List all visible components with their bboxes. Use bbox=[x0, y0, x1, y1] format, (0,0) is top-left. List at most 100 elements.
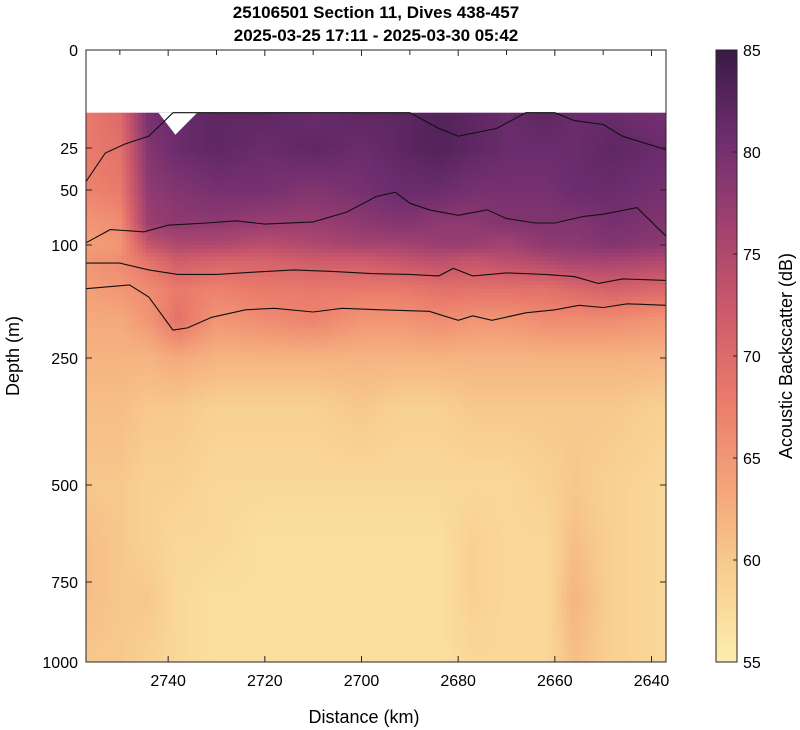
heatmap-cell bbox=[242, 196, 247, 202]
heatmap-cell bbox=[286, 176, 291, 182]
heatmap-cell bbox=[522, 192, 527, 198]
heatmap-cell bbox=[98, 140, 103, 146]
heatmap-cell bbox=[570, 116, 575, 122]
heatmap-cell bbox=[254, 160, 259, 166]
heatmap-cell bbox=[390, 204, 395, 210]
heatmap-cell bbox=[122, 196, 127, 202]
heatmap-cell bbox=[154, 156, 159, 162]
heatmap-cell bbox=[558, 168, 563, 174]
heatmap-cell bbox=[210, 180, 215, 186]
heatmap-cell bbox=[290, 208, 295, 214]
heatmap-cell bbox=[366, 228, 371, 234]
heatmap-cell bbox=[274, 156, 279, 162]
heatmap-cell bbox=[406, 116, 411, 122]
heatmap-cell bbox=[334, 188, 339, 194]
heatmap-cell bbox=[286, 148, 291, 154]
heatmap-cell bbox=[274, 208, 279, 214]
heatmap-cell bbox=[394, 188, 399, 194]
heatmap-cell bbox=[390, 212, 395, 218]
heatmap-cell bbox=[390, 244, 395, 250]
heatmap-cell bbox=[106, 164, 111, 170]
heatmap-cell bbox=[410, 188, 415, 194]
heatmap-cell bbox=[574, 244, 579, 250]
heatmap-cell bbox=[178, 220, 183, 226]
heatmap-cell bbox=[302, 132, 307, 138]
heatmap-cell bbox=[242, 240, 247, 246]
heatmap-cell bbox=[518, 180, 523, 186]
heatmap-cell bbox=[198, 176, 203, 182]
heatmap-cell bbox=[126, 232, 131, 238]
heatmap-cell bbox=[238, 204, 243, 210]
heatmap-cell bbox=[238, 196, 243, 202]
heatmap-cell bbox=[146, 112, 151, 118]
heatmap-cell bbox=[526, 232, 531, 238]
heatmap-cell bbox=[302, 148, 307, 154]
heatmap-cell bbox=[478, 176, 483, 182]
heatmap-cell bbox=[274, 236, 279, 242]
heatmap-cell bbox=[246, 128, 251, 134]
heatmap-cell bbox=[118, 164, 123, 170]
heatmap-cell bbox=[470, 188, 475, 194]
heatmap-cell bbox=[610, 220, 615, 226]
heatmap-cell bbox=[218, 120, 223, 126]
heatmap-cell bbox=[470, 148, 475, 154]
heatmap-cell bbox=[406, 112, 411, 118]
heatmap-cell bbox=[478, 188, 483, 194]
heatmap-cell bbox=[286, 204, 291, 210]
heatmap-cell bbox=[286, 188, 291, 194]
heatmap-cell bbox=[502, 220, 507, 226]
heatmap-cell bbox=[470, 136, 475, 142]
heatmap-cell bbox=[270, 236, 275, 242]
heatmap-cell bbox=[510, 196, 515, 202]
heatmap-cell bbox=[398, 240, 403, 246]
heatmap-cell bbox=[118, 240, 123, 246]
heatmap-cell bbox=[126, 196, 131, 202]
heatmap-cell bbox=[530, 168, 535, 174]
heatmap-cell bbox=[554, 244, 559, 250]
heatmap-cell bbox=[422, 236, 427, 242]
heatmap-cell bbox=[642, 164, 647, 170]
heatmap-cell bbox=[286, 184, 291, 190]
heatmap-cell bbox=[374, 120, 379, 126]
heatmap-cell bbox=[530, 204, 535, 210]
heatmap-cell bbox=[442, 172, 447, 178]
heatmap-cell bbox=[606, 212, 611, 218]
heatmap-cell bbox=[618, 200, 623, 206]
heatmap-cell bbox=[154, 144, 159, 150]
heatmap-cell bbox=[118, 124, 123, 130]
heatmap-cell bbox=[146, 212, 151, 218]
heatmap-cell bbox=[250, 112, 255, 118]
heatmap-cell bbox=[454, 172, 459, 178]
heatmap-cell bbox=[142, 116, 147, 122]
heatmap-cell bbox=[238, 216, 243, 222]
heatmap-cell bbox=[162, 188, 167, 194]
heatmap-cell bbox=[622, 172, 627, 178]
heatmap-cell bbox=[306, 236, 311, 242]
heatmap-cell bbox=[194, 248, 199, 254]
heatmap-cell bbox=[398, 220, 403, 226]
heatmap-cell bbox=[662, 152, 667, 158]
heatmap-cell bbox=[426, 188, 431, 194]
heatmap-cell bbox=[342, 128, 347, 134]
heatmap-cell bbox=[578, 176, 583, 182]
heatmap-cell bbox=[274, 188, 279, 194]
heatmap-cell bbox=[450, 172, 455, 178]
heatmap-cell bbox=[434, 112, 439, 118]
heatmap-cell bbox=[430, 216, 435, 222]
heatmap-cell bbox=[630, 140, 635, 146]
heatmap-cell bbox=[458, 172, 463, 178]
heatmap-cell bbox=[166, 236, 171, 242]
heatmap-cell bbox=[158, 152, 163, 158]
heatmap-cell bbox=[534, 116, 539, 122]
heatmap-cell bbox=[406, 204, 411, 210]
heatmap-cell bbox=[246, 124, 251, 130]
heatmap-cell bbox=[594, 148, 599, 154]
heatmap-cell bbox=[634, 216, 639, 222]
heatmap-cell bbox=[142, 136, 147, 142]
heatmap-cell bbox=[474, 168, 479, 174]
heatmap-cell bbox=[638, 156, 643, 162]
heatmap-cell bbox=[398, 148, 403, 154]
heatmap-cell bbox=[306, 204, 311, 210]
heatmap-cell bbox=[558, 180, 563, 186]
heatmap-cell bbox=[258, 220, 263, 226]
